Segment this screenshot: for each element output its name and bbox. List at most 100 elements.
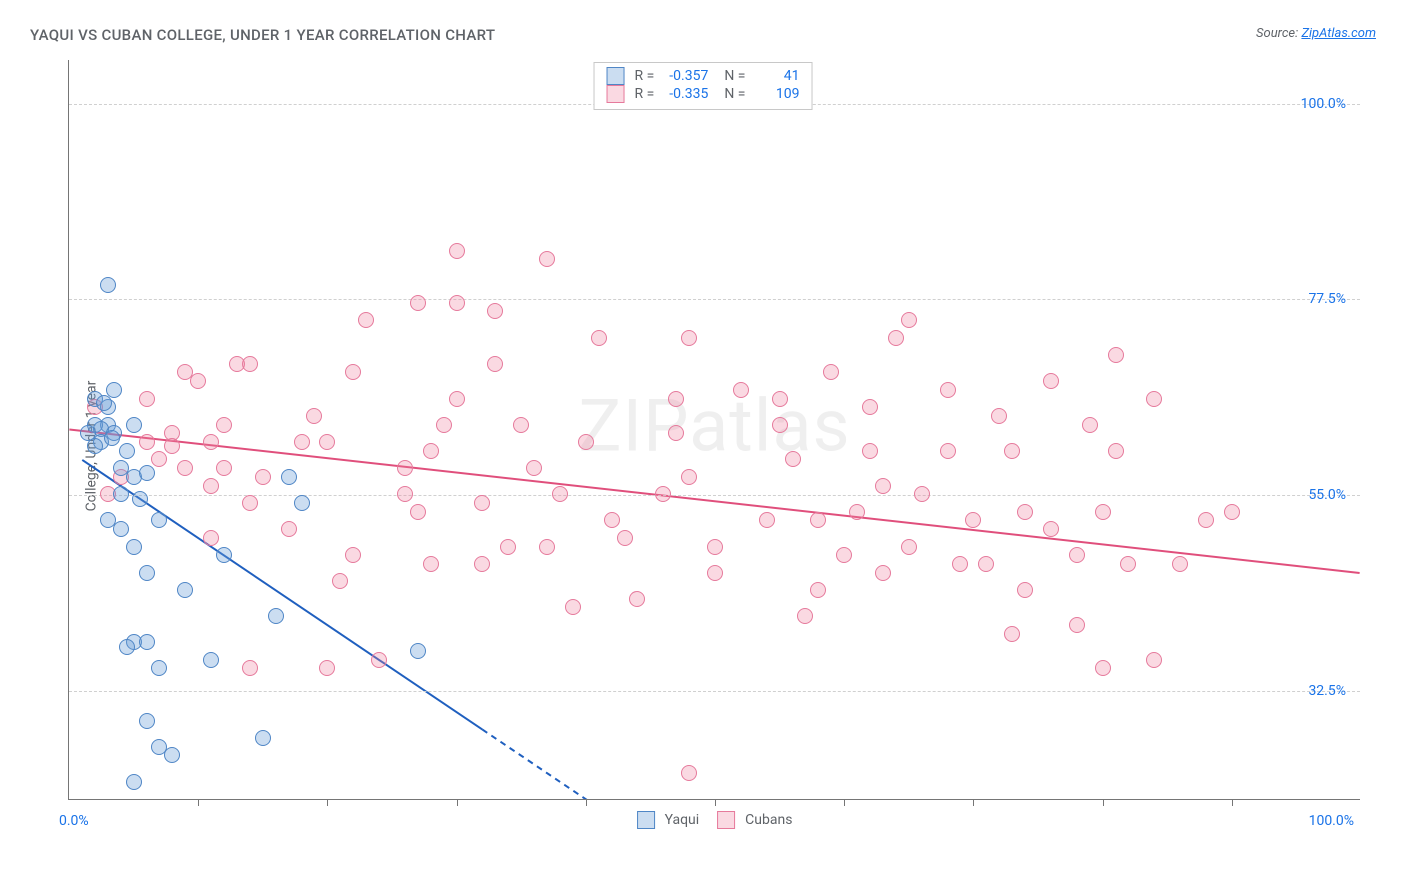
point-cubans (978, 556, 994, 572)
point-cubans (681, 330, 697, 346)
stats-legend: R = -0.357 N = 41 R = -0.335 N = 109 (594, 62, 813, 110)
point-cubans (617, 530, 633, 546)
x-tick (586, 799, 587, 806)
point-cubans (1120, 556, 1136, 572)
point-yaqui (126, 539, 142, 555)
plot-area: ZIPatlas 0.0% 100.0% Yaqui Cubans 32.5%5… (68, 60, 1360, 800)
x-tick (715, 799, 716, 806)
point-cubans (965, 512, 981, 528)
point-yaqui (106, 382, 122, 398)
point-cubans (255, 469, 271, 485)
point-cubans (1198, 512, 1214, 528)
point-cubans (810, 512, 826, 528)
point-yaqui (104, 430, 120, 446)
x-tick (973, 799, 974, 806)
point-yaqui (203, 652, 219, 668)
point-cubans (242, 356, 258, 372)
x-tick (1232, 799, 1233, 806)
point-cubans (733, 382, 749, 398)
point-yaqui (177, 582, 193, 598)
watermark: ZIPatlas (578, 383, 850, 468)
point-yaqui (139, 713, 155, 729)
point-yaqui (126, 469, 142, 485)
stat-N-label2: N = (724, 86, 745, 102)
point-cubans (901, 539, 917, 555)
gridline (69, 495, 1360, 496)
point-cubans (319, 660, 335, 676)
point-cubans (177, 364, 193, 380)
point-cubans (410, 504, 426, 520)
y-tick-label: 32.5% (1308, 683, 1346, 699)
point-cubans (539, 539, 555, 555)
point-cubans (474, 495, 490, 511)
point-cubans (707, 565, 723, 581)
point-cubans (113, 469, 129, 485)
point-cubans (423, 556, 439, 572)
point-yaqui (216, 547, 232, 563)
point-cubans (862, 443, 878, 459)
point-cubans (487, 303, 503, 319)
gridline (69, 299, 1360, 300)
x-tick (1103, 799, 1104, 806)
gridline (69, 691, 1360, 692)
point-cubans (139, 434, 155, 450)
point-cubans (875, 478, 891, 494)
point-yaqui (113, 460, 129, 476)
legend-item-yaqui: Yaqui (637, 811, 700, 829)
point-cubans (681, 765, 697, 781)
point-cubans (604, 512, 620, 528)
point-cubans (306, 408, 322, 424)
point-cubans (1108, 443, 1124, 459)
point-cubans (772, 417, 788, 433)
point-cubans (449, 243, 465, 259)
point-cubans (345, 547, 361, 563)
point-cubans (371, 652, 387, 668)
point-cubans (1095, 660, 1111, 676)
point-yaqui (151, 739, 167, 755)
point-cubans (862, 399, 878, 415)
point-cubans (526, 460, 542, 476)
legend-item-cubans: Cubans (717, 811, 792, 829)
point-cubans (436, 417, 452, 433)
point-cubans (229, 356, 245, 372)
point-yaqui (96, 395, 112, 411)
point-yaqui (139, 634, 155, 650)
point-cubans (888, 330, 904, 346)
point-cubans (539, 251, 555, 267)
point-yaqui (151, 512, 167, 528)
stat-R-blue: -0.357 (660, 68, 708, 84)
point-cubans (1146, 391, 1162, 407)
point-cubans (810, 582, 826, 598)
point-yaqui (100, 277, 116, 293)
point-cubans (836, 547, 852, 563)
stat-N-blue: 41 (751, 68, 799, 84)
point-cubans (1069, 617, 1085, 633)
point-yaqui (106, 425, 122, 441)
point-yaqui (80, 425, 96, 441)
point-yaqui (139, 565, 155, 581)
x-tick (844, 799, 845, 806)
point-yaqui (139, 465, 155, 481)
point-cubans (797, 608, 813, 624)
legend-swatch-pink (717, 811, 735, 829)
stats-swatch-pink (607, 85, 625, 103)
point-cubans (87, 399, 103, 415)
point-cubans (1082, 417, 1098, 433)
point-cubans (449, 391, 465, 407)
source-link[interactable]: ZipAtlas.com (1301, 26, 1376, 41)
y-tick-label: 100.0% (1301, 96, 1346, 112)
x-tick (457, 799, 458, 806)
source-prefix: Source: (1256, 26, 1301, 41)
stats-row-pink: R = -0.335 N = 109 (607, 85, 800, 103)
stat-R-label: R = (635, 68, 655, 84)
point-yaqui (132, 491, 148, 507)
stat-N-label: N = (724, 68, 745, 84)
point-cubans (500, 539, 516, 555)
point-cubans (203, 530, 219, 546)
x-tick (198, 799, 199, 806)
point-cubans (1004, 626, 1020, 642)
point-cubans (242, 660, 258, 676)
point-cubans (707, 539, 723, 555)
point-yaqui (119, 639, 135, 655)
point-cubans (1095, 504, 1111, 520)
